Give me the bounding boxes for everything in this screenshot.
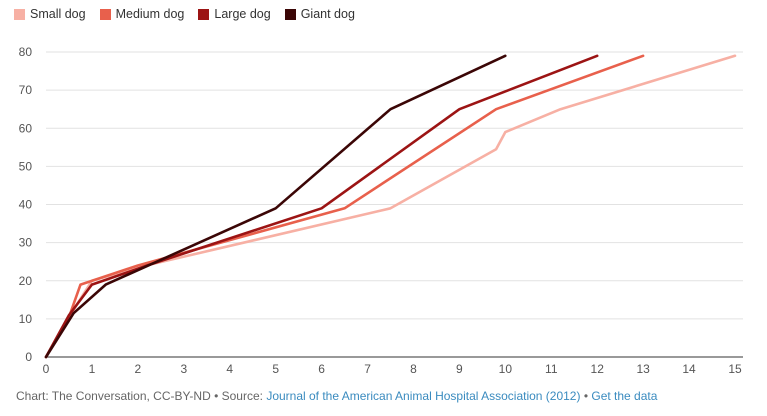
y-tick-label: 30 <box>19 236 33 250</box>
get-data-link[interactable]: Get the data <box>591 389 658 403</box>
legend-item: Medium dog <box>99 7 185 21</box>
x-tick-label: 10 <box>499 362 513 376</box>
footer-credit: Chart: The Conversation, CC-BY-ND • Sour… <box>16 389 267 403</box>
x-tick-label: 15 <box>728 362 742 376</box>
legend-swatch <box>99 8 111 20</box>
x-tick-label: 13 <box>636 362 650 376</box>
legend-swatch <box>14 8 25 20</box>
x-tick-label: 2 <box>135 362 142 376</box>
y-tick-label: 20 <box>19 274 33 288</box>
x-tick-label: 9 <box>456 362 463 376</box>
y-tick-label: 0 <box>25 350 32 364</box>
series-line-giant-dog <box>44 54 507 359</box>
legend-item: Small dog <box>14 7 86 21</box>
y-tick-label: 10 <box>19 312 33 326</box>
legend-item: Giant dog <box>284 7 355 21</box>
legend-swatch <box>284 8 296 20</box>
x-tick-label: 8 <box>410 362 417 376</box>
legend-label: Large dog <box>214 7 271 21</box>
x-tick-label: 7 <box>364 362 371 376</box>
series-line-medium-dog <box>44 54 645 359</box>
x-tick-label: 3 <box>180 362 187 376</box>
legend-swatch <box>198 8 210 20</box>
legend-label: Giant dog <box>300 7 355 21</box>
y-tick-label: 60 <box>19 121 33 135</box>
legend-item: Large dog <box>198 7 271 21</box>
series-line-large-dog <box>44 54 599 359</box>
x-tick-label: 11 <box>545 362 558 376</box>
footer-separator: • <box>580 389 592 403</box>
y-tick-label: 70 <box>19 83 33 97</box>
x-tick-label: 5 <box>272 362 279 376</box>
x-tick-label: 6 <box>318 362 325 376</box>
x-tick-label: 1 <box>89 362 96 376</box>
legend-label: Medium dog <box>115 7 185 21</box>
y-tick-label: 50 <box>19 159 33 173</box>
legend-label: Small dog <box>30 7 86 21</box>
series-line-small-dog <box>44 54 737 359</box>
source-link[interactable]: Journal of the American Animal Hospital … <box>266 389 581 403</box>
y-tick-label: 80 <box>19 45 33 59</box>
x-tick-label: 12 <box>591 362 605 376</box>
chart-footer: Chart: The Conversation, CC-BY-ND • Sour… <box>16 389 657 403</box>
x-tick-label: 0 <box>43 362 50 376</box>
y-tick-label: 40 <box>19 198 33 212</box>
chart-legend: Small dog Medium dog Large dog Giant dog <box>14 7 355 21</box>
x-tick-label: 4 <box>226 362 233 376</box>
x-tick-label: 14 <box>682 362 696 376</box>
